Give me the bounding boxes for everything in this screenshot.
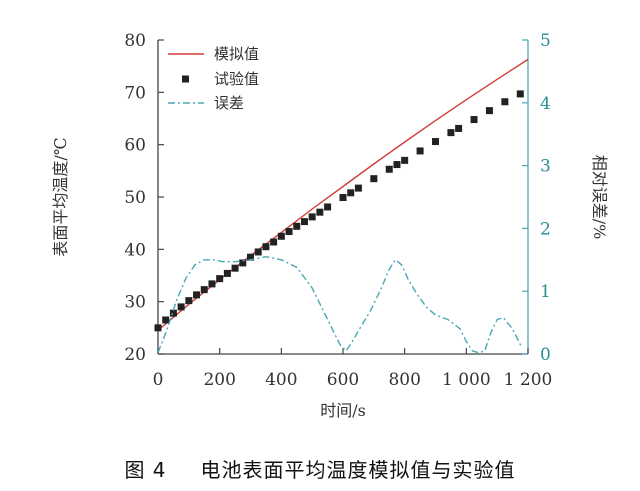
experimental-point — [393, 161, 401, 169]
experimental-point — [223, 269, 231, 277]
experimental-point — [247, 253, 254, 261]
experimental-point — [177, 303, 185, 311]
experimental-point — [154, 324, 162, 332]
experimental-point — [370, 175, 378, 183]
experimental-point — [300, 218, 308, 226]
experimental-point — [416, 147, 424, 155]
experimental-point — [385, 165, 393, 173]
y2-tick-label: 5 — [540, 31, 551, 51]
y-tick-label: 60 — [124, 136, 146, 156]
experimental-point — [347, 189, 355, 197]
experimental-point — [200, 286, 208, 294]
y-tick-label: 40 — [124, 240, 146, 260]
experimental-point — [485, 107, 493, 115]
y-tick-label: 50 — [124, 188, 146, 208]
x-axis-title: 时间/s — [320, 401, 366, 420]
experimental-point — [401, 156, 409, 164]
y2-tick-label: 4 — [540, 94, 551, 114]
y2-tick-label: 3 — [540, 157, 551, 177]
experimental-point — [293, 222, 301, 230]
experimental-point — [470, 116, 478, 124]
legend-marker-experimental — [182, 75, 189, 83]
y-tick-label: 30 — [124, 293, 146, 313]
experimental-point — [447, 129, 455, 137]
experimental-point — [316, 208, 324, 216]
x-tick-label: 800 — [388, 370, 420, 390]
experimental-point — [285, 228, 293, 236]
experimental-point — [516, 90, 524, 98]
y-tick-label: 80 — [124, 31, 146, 51]
x-tick-label: 1 200 — [504, 370, 553, 390]
y-axis-title: 表面平均温度/℃ — [51, 137, 70, 256]
y2-tick-label: 0 — [540, 345, 551, 365]
experimental-point — [216, 275, 224, 283]
legend-label: 试验值 — [214, 70, 259, 88]
x-tick-label: 600 — [327, 370, 359, 390]
experimental-point — [432, 138, 439, 146]
x-tick-label: 200 — [203, 370, 235, 390]
error-series-line — [157, 256, 523, 354]
experimental-point — [277, 232, 285, 240]
experimental-point — [270, 238, 278, 246]
x-tick-label: 0 — [153, 370, 164, 390]
y2-tick-label: 2 — [540, 219, 551, 239]
figure-number: 图 4 — [124, 457, 167, 482]
y2-axis-title: 相对误差/% — [590, 155, 609, 240]
x-tick-label: 1 000 — [442, 370, 491, 390]
figure-caption-text: 电池表面平均温度模拟值与实验值 — [200, 457, 516, 482]
experimental-point — [262, 243, 270, 251]
experimental-point — [354, 184, 362, 192]
experimental-point — [254, 248, 262, 256]
x-tick-label: 400 — [265, 370, 297, 390]
experimental-point — [324, 203, 332, 211]
experimental-point — [231, 264, 239, 272]
experimental-point — [208, 280, 216, 288]
experimental-point — [455, 124, 463, 132]
y-tick-label: 20 — [124, 345, 146, 365]
experimental-point — [185, 297, 193, 305]
series-layer — [154, 58, 529, 354]
experimental-point — [169, 309, 177, 317]
experimental-point — [308, 213, 316, 221]
experimental-point — [193, 291, 201, 299]
experimental-point — [501, 98, 509, 106]
experimental-point — [162, 316, 170, 324]
legend-label: 模拟值 — [214, 45, 259, 63]
experimental-point — [239, 259, 247, 267]
legend-label: 误差 — [214, 94, 244, 112]
y-tick-label: 70 — [124, 83, 146, 103]
experimental-point — [339, 194, 347, 202]
y2-tick-label: 1 — [540, 282, 551, 302]
figure-caption: 图 4 电池表面平均温度模拟值与实验值 — [0, 450, 640, 486]
